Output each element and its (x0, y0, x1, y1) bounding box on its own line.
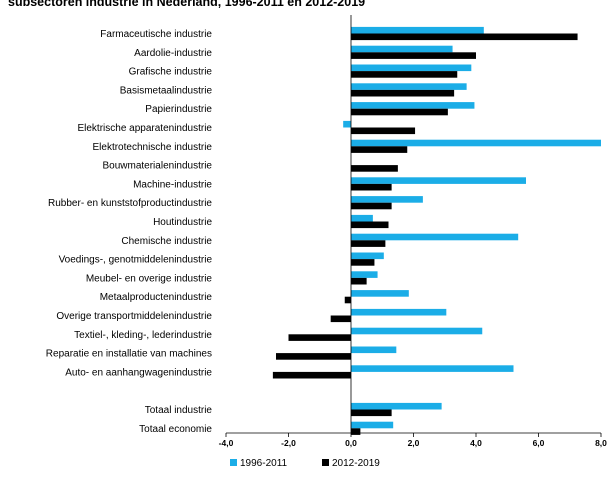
bar-series-1 (351, 177, 526, 184)
x-tick-label: 4,0 (470, 438, 482, 448)
category-label: Bouwmaterialenindustrie (102, 161, 212, 172)
x-tick-label: -4,0 (219, 438, 234, 448)
category-label: Metaalproductenindustrie (100, 292, 213, 303)
bar-series-2 (351, 183, 392, 191)
legend-label: 2012-2019 (332, 458, 380, 469)
bar-series-1 (351, 102, 475, 109)
category-label: Basismetaalindustrie (120, 85, 213, 96)
bar-series-1 (351, 365, 514, 372)
category-label: Meubel- en overige industrie (86, 273, 213, 284)
bar-series-2 (351, 33, 578, 41)
category-label: Auto- en aanhangwagenindustrie (65, 367, 212, 378)
bar-series-1 (351, 26, 484, 34)
bar-series-2 (351, 240, 386, 247)
category-labels: Farmaceutische industrie Aardolie-industr… (46, 29, 213, 435)
bar-series-1 (351, 214, 373, 222)
bars (272, 26, 601, 435)
category-label: Elektrische apparatenindustrie (77, 123, 212, 134)
category-label: Farmaceutische industrie (100, 29, 212, 40)
bar-series-1 (351, 271, 378, 278)
x-tick-label: 2,0 (408, 438, 420, 448)
category-label: Papierindustrie (145, 104, 212, 115)
category-label: Grafische industrie (129, 67, 213, 78)
bar-series-2 (288, 334, 351, 341)
bar-series-1 (351, 64, 472, 72)
x-tick-label: -2,0 (281, 438, 296, 448)
bar-series-1 (351, 290, 409, 297)
x-tick-label: 0,0 (345, 438, 357, 448)
bar-series-1 (343, 120, 351, 128)
bar-series-2 (351, 146, 408, 153)
bar-series-2 (351, 221, 389, 229)
category-label: Overige transportmiddelenindustrie (56, 311, 212, 322)
legend-swatch (230, 459, 237, 466)
x-axis-ticks: -4,0 -2,0 0,0 2,0 4,0 6,0 8,0 (219, 433, 607, 448)
category-label: Rubber- en kunststofproductindustrie (48, 198, 212, 209)
category-label: Chemische industrie (121, 236, 212, 247)
bar-series-2 (351, 277, 367, 285)
bar-series-1 (351, 45, 453, 53)
bar-series-1 (351, 196, 423, 203)
bar-series-2 (351, 259, 375, 266)
category-label: Houtindustrie (153, 217, 212, 228)
x-tick-label: 6,0 (533, 438, 545, 448)
bar-series-2 (276, 353, 351, 360)
category-label: Totaal industrie (145, 405, 213, 416)
bar-series-2 (351, 409, 392, 417)
bar-series-2 (344, 296, 351, 304)
legend-swatch (322, 459, 329, 466)
category-label: Voedings-, genotmiddelenindustrie (59, 255, 213, 266)
bar-series-2 (351, 127, 416, 135)
category-label: Elektrotechnische industrie (92, 142, 212, 153)
bar-series-1 (351, 233, 519, 241)
bar-series-2 (351, 52, 476, 59)
bar-series-1 (351, 421, 394, 429)
legend: 1996-2011 2012-2019 (230, 458, 380, 469)
bar-series-1 (351, 308, 447, 316)
bar-series-2 (330, 315, 351, 323)
bar-series-1 (351, 83, 467, 90)
bar-series-2 (351, 428, 361, 435)
category-label: Textiel-, kleding-, lederindustrie (74, 330, 212, 341)
bar-series-1 (351, 139, 601, 147)
category-label: Totaal economie (139, 424, 212, 435)
bar-series-1 (351, 346, 397, 354)
category-label: Reparatie en installatie van machines (46, 349, 212, 360)
bar-series-2 (351, 165, 398, 172)
chart-title: subsectoren industrie in Nederland, 1996… (8, 0, 366, 9)
bar-series-2 (351, 108, 448, 116)
bar-series-1 (351, 252, 384, 260)
bar-series-2 (351, 89, 455, 97)
category-label: Aardolie-industrie (134, 48, 212, 59)
bar-series-2 (351, 71, 458, 78)
x-tick-label: 8,0 (595, 438, 607, 448)
bar-series-1 (351, 327, 483, 335)
legend-label: 1996-2011 (240, 458, 288, 469)
bar-series-2 (272, 371, 351, 379)
category-label: Machine-industrie (133, 179, 212, 190)
bar-series-2 (351, 202, 392, 210)
bar-series-1 (351, 402, 442, 410)
